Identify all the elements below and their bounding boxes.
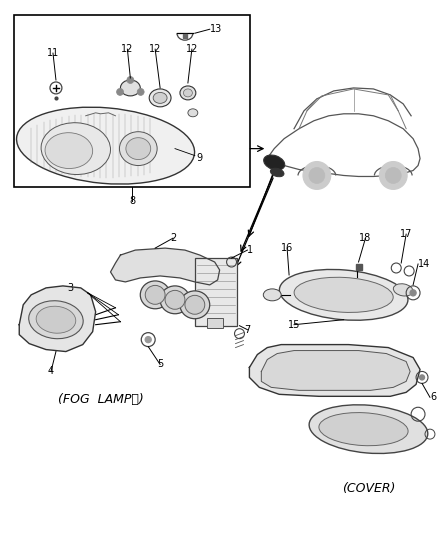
Ellipse shape — [153, 92, 167, 103]
Text: 6: 6 — [429, 392, 435, 402]
Text: 12: 12 — [148, 44, 161, 54]
Circle shape — [145, 337, 151, 343]
Bar — [194, 258, 236, 326]
Ellipse shape — [120, 80, 140, 96]
Polygon shape — [110, 248, 219, 285]
Ellipse shape — [145, 285, 165, 304]
Ellipse shape — [187, 109, 198, 117]
Ellipse shape — [279, 270, 407, 320]
Ellipse shape — [149, 89, 171, 107]
Bar — [14, 15, 250, 188]
Text: 12: 12 — [185, 44, 198, 54]
Text: (FOG  LAMP⯃): (FOG LAMP⯃) — [57, 393, 143, 406]
Circle shape — [409, 290, 415, 296]
Ellipse shape — [45, 133, 92, 168]
Ellipse shape — [293, 277, 392, 312]
Ellipse shape — [263, 155, 284, 170]
Circle shape — [419, 375, 424, 380]
Ellipse shape — [17, 107, 194, 184]
Text: (COVER): (COVER) — [341, 482, 394, 495]
Text: 9: 9 — [196, 152, 202, 163]
Ellipse shape — [126, 138, 150, 159]
Circle shape — [127, 77, 134, 84]
Text: 8: 8 — [129, 196, 135, 206]
Ellipse shape — [308, 405, 427, 454]
Polygon shape — [249, 345, 419, 397]
Text: 14: 14 — [417, 259, 429, 269]
Text: 7: 7 — [244, 325, 250, 335]
Text: 15: 15 — [287, 320, 300, 330]
Ellipse shape — [184, 295, 204, 314]
Text: 4: 4 — [48, 367, 54, 376]
Circle shape — [378, 161, 406, 189]
Text: 11: 11 — [47, 48, 59, 58]
Ellipse shape — [263, 289, 280, 301]
Ellipse shape — [180, 291, 209, 319]
Ellipse shape — [165, 290, 184, 309]
Polygon shape — [261, 351, 409, 390]
Ellipse shape — [318, 413, 407, 446]
Ellipse shape — [180, 86, 195, 100]
Text: 17: 17 — [399, 229, 411, 239]
Ellipse shape — [392, 284, 412, 296]
Ellipse shape — [160, 286, 190, 314]
Circle shape — [308, 167, 324, 183]
Polygon shape — [19, 286, 95, 352]
Ellipse shape — [270, 168, 283, 177]
Text: 18: 18 — [359, 233, 371, 243]
Circle shape — [137, 88, 144, 95]
Text: 5: 5 — [157, 359, 163, 369]
Text: 1: 1 — [247, 245, 253, 255]
Text: 2: 2 — [170, 233, 176, 243]
Bar — [206, 318, 222, 328]
Text: 12: 12 — [121, 44, 133, 54]
Circle shape — [385, 167, 400, 183]
Text: 3: 3 — [67, 283, 74, 293]
Circle shape — [117, 88, 123, 95]
Ellipse shape — [140, 281, 170, 309]
Circle shape — [302, 161, 330, 189]
Ellipse shape — [41, 123, 110, 174]
Ellipse shape — [36, 306, 76, 333]
Ellipse shape — [119, 132, 157, 166]
Ellipse shape — [183, 89, 192, 97]
Text: 16: 16 — [280, 243, 293, 253]
Text: 13: 13 — [209, 24, 222, 34]
Ellipse shape — [28, 301, 83, 338]
